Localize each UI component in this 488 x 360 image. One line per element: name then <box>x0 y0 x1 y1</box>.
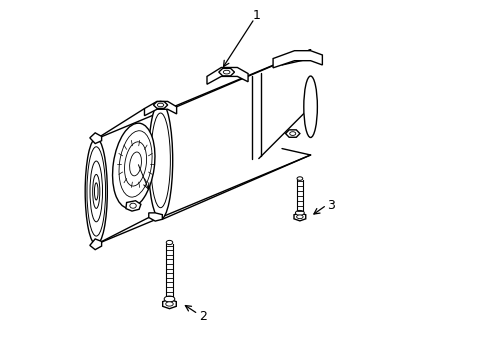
Ellipse shape <box>85 138 107 245</box>
Ellipse shape <box>295 211 304 215</box>
Ellipse shape <box>94 183 98 200</box>
Ellipse shape <box>303 76 317 138</box>
Ellipse shape <box>296 215 303 219</box>
Polygon shape <box>153 102 167 108</box>
Ellipse shape <box>166 240 172 245</box>
Ellipse shape <box>87 147 105 236</box>
Polygon shape <box>90 133 102 144</box>
Ellipse shape <box>223 70 229 74</box>
Ellipse shape <box>93 175 100 208</box>
Text: 1: 1 <box>253 9 261 22</box>
Ellipse shape <box>157 103 163 107</box>
Ellipse shape <box>150 113 170 208</box>
Ellipse shape <box>164 296 174 302</box>
Ellipse shape <box>165 302 173 306</box>
Ellipse shape <box>130 203 136 208</box>
Polygon shape <box>90 239 102 249</box>
Polygon shape <box>218 68 234 76</box>
Polygon shape <box>206 67 247 84</box>
Text: 3: 3 <box>326 198 335 212</box>
Ellipse shape <box>148 102 172 219</box>
Polygon shape <box>285 130 299 137</box>
Polygon shape <box>163 299 176 309</box>
Polygon shape <box>293 213 305 221</box>
Ellipse shape <box>90 161 102 222</box>
Polygon shape <box>272 51 322 68</box>
Polygon shape <box>144 102 176 116</box>
Ellipse shape <box>112 123 155 208</box>
Ellipse shape <box>289 132 295 135</box>
Ellipse shape <box>296 177 302 180</box>
Polygon shape <box>148 213 162 221</box>
Text: 2: 2 <box>199 310 207 323</box>
Polygon shape <box>125 201 141 211</box>
